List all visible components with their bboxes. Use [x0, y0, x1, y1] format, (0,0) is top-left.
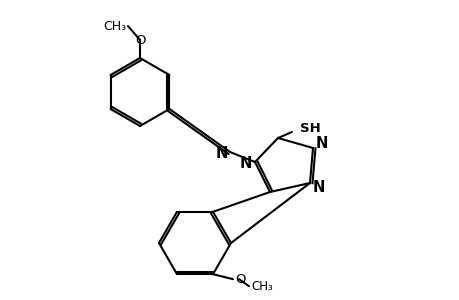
Text: N: N	[312, 179, 325, 194]
Text: SH: SH	[299, 122, 320, 134]
Text: O: O	[235, 273, 245, 286]
Text: N: N	[215, 146, 228, 161]
Text: O: O	[135, 34, 146, 46]
Text: CH₃: CH₃	[103, 20, 126, 32]
Text: CH₃: CH₃	[251, 280, 272, 293]
Text: N: N	[239, 157, 252, 172]
Text: N: N	[315, 136, 327, 151]
